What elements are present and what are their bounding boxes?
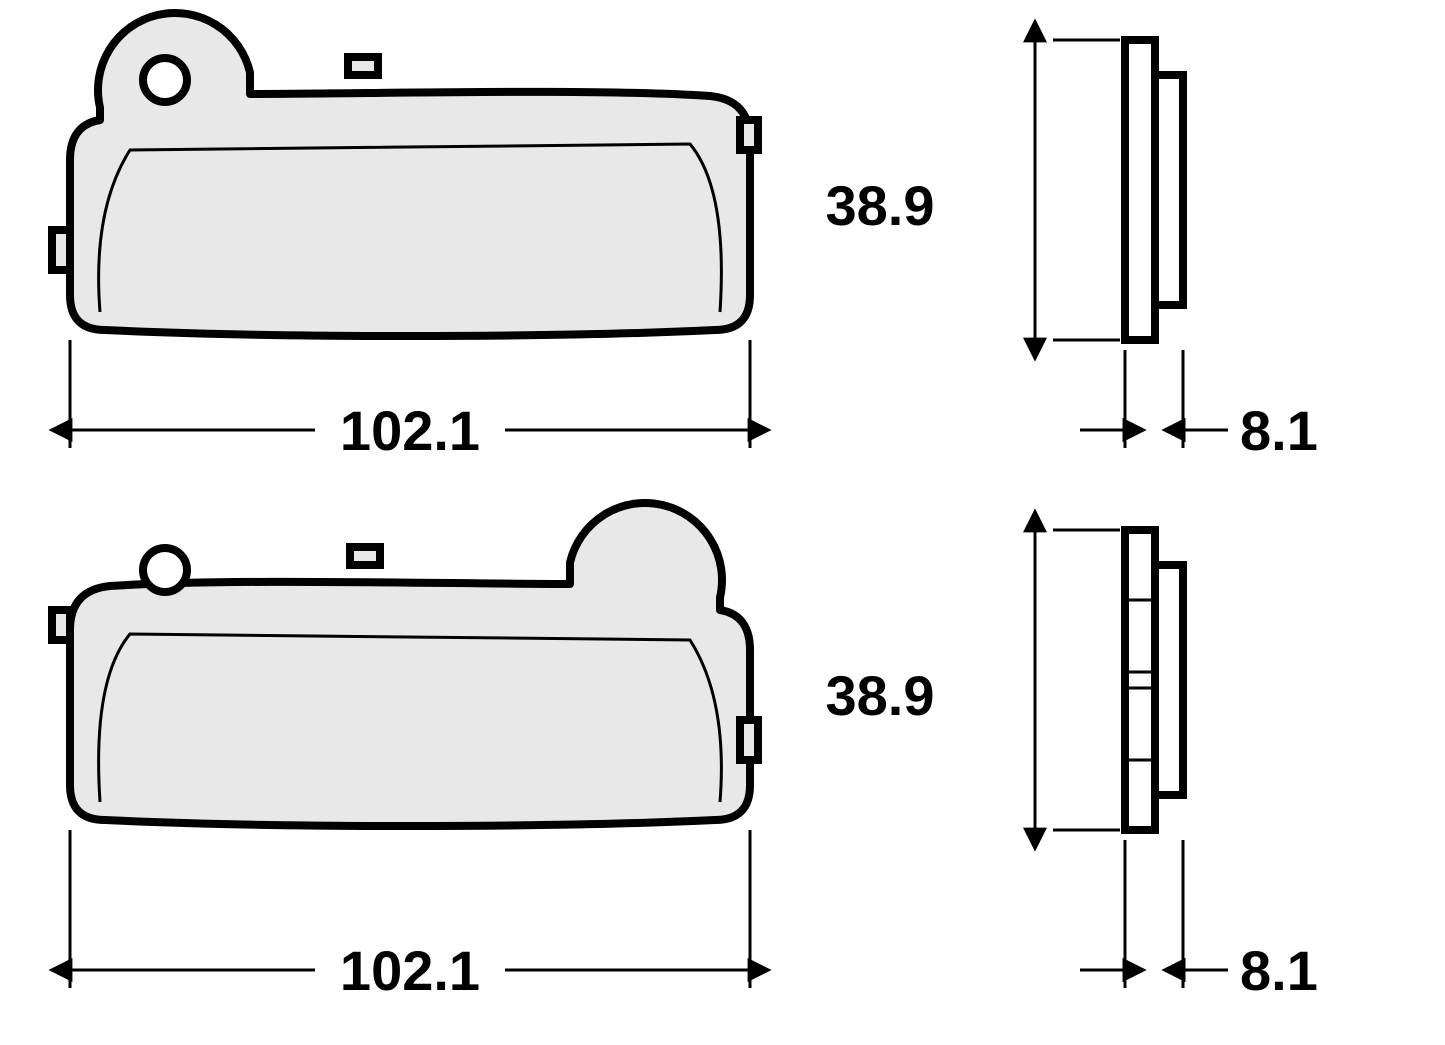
side-notch [740,120,758,150]
side-notch [740,720,758,760]
svg-text:38.9: 38.9 [826,664,935,727]
svg-text:102.1: 102.1 [340,399,480,462]
locating-tab [348,57,378,75]
side-view-lining [1155,75,1183,305]
technical-drawing: 102.1 38.9 8.1 102.1 38.9 8.1 [0,0,1445,1045]
side-notch [52,610,70,640]
side-notch [52,230,70,270]
side-view-lining [1155,565,1183,795]
locating-tab [350,547,380,565]
svg-text:102.1: 102.1 [340,939,480,1002]
svg-text:8.1: 8.1 [1240,399,1318,462]
svg-text:38.9: 38.9 [826,174,935,237]
side-view-plate [1125,40,1155,340]
mounting-hole [143,58,187,102]
side-view-plate [1125,530,1155,830]
mounting-hole [143,548,187,592]
svg-text:8.1: 8.1 [1240,939,1318,1002]
